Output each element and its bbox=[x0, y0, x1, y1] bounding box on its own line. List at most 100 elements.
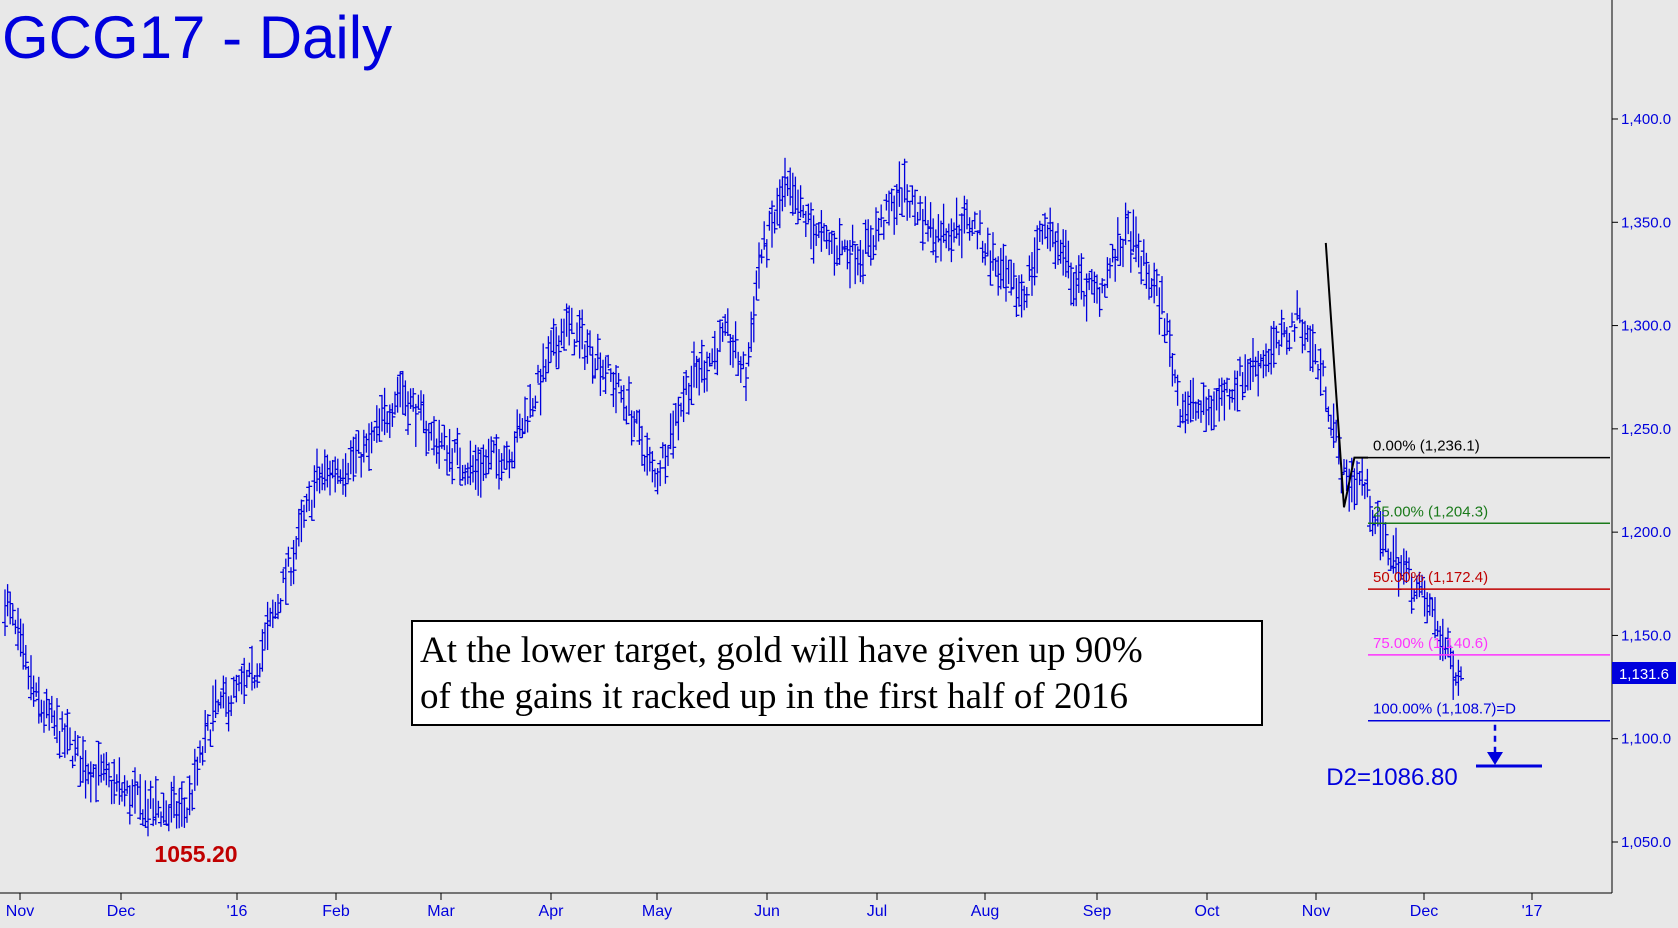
ohlc-bar bbox=[849, 224, 856, 252]
ohlc-bar bbox=[503, 441, 510, 470]
ohlc-bar bbox=[847, 239, 853, 289]
ohlc-bar bbox=[1367, 495, 1373, 532]
ohlc-bar bbox=[1208, 395, 1215, 431]
ohlc-bar bbox=[189, 789, 196, 811]
ohlc-bar bbox=[810, 215, 817, 264]
x-tick-label: Feb bbox=[322, 903, 350, 920]
ohlc-bar bbox=[758, 249, 765, 264]
ohlc-bar bbox=[1117, 236, 1124, 267]
ohlc-bar bbox=[971, 211, 978, 230]
ohlc-bar bbox=[1289, 312, 1295, 328]
ohlc-bar bbox=[704, 351, 710, 392]
ohlc-bar bbox=[948, 218, 955, 263]
ohlc-bar bbox=[771, 211, 778, 234]
ohlc-bar bbox=[22, 644, 29, 670]
ohlc-bar bbox=[1159, 276, 1165, 315]
ohlc-bar bbox=[207, 729, 214, 747]
ohlc-bar bbox=[41, 700, 47, 733]
ohlc-bar bbox=[550, 318, 557, 356]
ohlc-bar bbox=[290, 539, 297, 585]
ohlc-bar bbox=[1003, 255, 1009, 302]
y-tick-label: 1,050.0 bbox=[1621, 834, 1671, 851]
ohlc-bar bbox=[282, 558, 289, 605]
ohlc-bar bbox=[1174, 374, 1181, 406]
ohlc-bar bbox=[405, 391, 411, 435]
ohlc-bar bbox=[111, 759, 118, 804]
ohlc-bar bbox=[155, 800, 162, 818]
ohlc-bar bbox=[615, 372, 622, 388]
ohlc-bar bbox=[1458, 666, 1464, 681]
ohlc-bar bbox=[594, 333, 601, 370]
ohlc-bar bbox=[9, 604, 16, 626]
ohlc-bar bbox=[423, 420, 430, 457]
ohlc-bar bbox=[743, 366, 749, 402]
ohlc-bar bbox=[1426, 593, 1433, 616]
ohlc-bar bbox=[1200, 382, 1207, 415]
ohlc-bar bbox=[880, 219, 887, 240]
ohlc-bar bbox=[1445, 627, 1451, 658]
ohlc-bar bbox=[1036, 220, 1043, 243]
ohlc-bar bbox=[1143, 252, 1150, 289]
ohlc-bar bbox=[277, 598, 284, 614]
ohlc-bar bbox=[1031, 237, 1038, 286]
fib-level-label: 100.00% (1,108.7)=D bbox=[1373, 701, 1516, 718]
ohlc-bar bbox=[878, 204, 885, 228]
ohlc-bar bbox=[932, 229, 939, 263]
chart-title: GCG17 - Daily bbox=[2, 4, 392, 71]
ohlc-bar bbox=[381, 387, 388, 436]
ohlc-bar bbox=[745, 342, 752, 367]
x-tick-label: Dec bbox=[107, 903, 135, 920]
ohlc-bar bbox=[498, 453, 505, 481]
ohlc-bar bbox=[1166, 319, 1173, 367]
x-tick-label: Nov bbox=[6, 903, 34, 920]
ohlc-bar bbox=[969, 220, 976, 237]
x-tick-label: May bbox=[642, 903, 672, 920]
fib-level-label: 50.00% (1,172.4) bbox=[1373, 569, 1488, 586]
ohlc-bar bbox=[605, 354, 612, 369]
ohlc-bar bbox=[917, 195, 924, 220]
ohlc-bar bbox=[199, 746, 206, 766]
ohlc-bar bbox=[67, 727, 73, 751]
fib-level-label: 25.00% (1,204.3) bbox=[1373, 503, 1488, 520]
ohlc-bar bbox=[675, 396, 682, 441]
ohlc-bar bbox=[561, 318, 567, 351]
ohlc-bar bbox=[901, 158, 908, 203]
fib-level-label: 75.00% (1,140.6) bbox=[1373, 635, 1488, 652]
ohlc-bar bbox=[1382, 522, 1389, 553]
ohlc-bar bbox=[1010, 262, 1017, 290]
ohlc-bar bbox=[56, 730, 63, 759]
ohlc-bar bbox=[1408, 573, 1415, 614]
ohlc-bar bbox=[821, 223, 827, 241]
ohlc-bar bbox=[345, 462, 352, 483]
ohlc-bar bbox=[457, 447, 463, 486]
ohlc-bar bbox=[152, 776, 159, 825]
ohlc-bar bbox=[178, 781, 185, 827]
ohlc-bar bbox=[750, 296, 757, 343]
ohlc-bar bbox=[1127, 231, 1134, 273]
ohlc-bar bbox=[831, 232, 838, 276]
ohlc-bar bbox=[80, 736, 86, 783]
ohlc-bar bbox=[919, 208, 926, 251]
ohlc-bar bbox=[69, 755, 76, 769]
ohlc-bar bbox=[1406, 557, 1412, 576]
ohlc-bar bbox=[259, 629, 266, 672]
y-tick-label: 1,300.0 bbox=[1621, 318, 1671, 335]
ohlc-bar bbox=[1169, 353, 1176, 387]
x-tick-label: Jul bbox=[867, 903, 887, 920]
annotation-line-2: of the gains it racked up in the first h… bbox=[420, 676, 1128, 717]
ohlc-bar bbox=[1068, 262, 1074, 306]
annotation-line-1: At the lower target, gold will have give… bbox=[420, 630, 1143, 671]
ohlc-bar bbox=[493, 434, 500, 479]
ohlc-bar bbox=[2, 589, 8, 637]
ohlc-bar bbox=[795, 189, 801, 225]
ohlc-bar bbox=[753, 270, 760, 301]
ohlc-bar bbox=[1156, 287, 1163, 335]
y-tick-label: 1,400.0 bbox=[1621, 111, 1671, 128]
ohlc-bar bbox=[1273, 325, 1280, 349]
ohlc-bar bbox=[93, 764, 99, 803]
ohlc-bar bbox=[626, 376, 632, 416]
ohlc-bar bbox=[308, 499, 315, 521]
ohlc-bar bbox=[194, 756, 201, 786]
ohlc-bar bbox=[1374, 500, 1381, 527]
